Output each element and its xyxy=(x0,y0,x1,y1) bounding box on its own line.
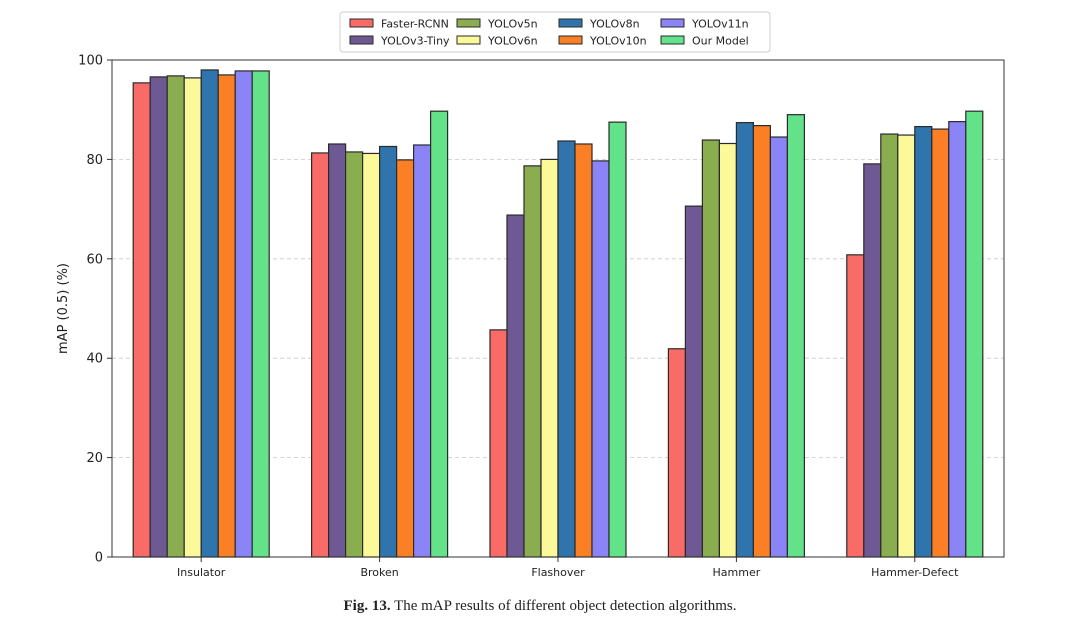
legend-label: YOLOv5n xyxy=(487,18,538,31)
bar-yolov10n xyxy=(574,143,593,558)
bar-yolov8n xyxy=(379,145,398,558)
bar-yolov10n xyxy=(396,159,415,558)
legend-label: YOLOv11n xyxy=(691,18,749,31)
legend-swatch xyxy=(660,35,685,45)
bar-yolov3-tiny xyxy=(149,76,168,558)
bar-yolov6n xyxy=(362,152,381,558)
bar-yolov5n xyxy=(523,165,542,558)
bar-yolov5n xyxy=(345,151,364,558)
plot-frame xyxy=(111,59,1005,558)
bar-yolov11n xyxy=(591,160,610,558)
figure-caption: Fig. 13. The mAP results of different ob… xyxy=(0,598,1080,615)
x-tick-label: Hammer xyxy=(713,566,761,579)
bar-yolov11n xyxy=(948,121,967,558)
bar-yolov11n xyxy=(234,70,253,558)
legend-swatch xyxy=(558,18,583,28)
bar-faster-rcnn xyxy=(667,348,687,558)
bar-yolov8n xyxy=(914,125,933,558)
legend-swatch xyxy=(349,18,374,28)
legend-swatch xyxy=(349,35,374,45)
bar-yolov5n xyxy=(880,133,899,558)
bar-yolov8n xyxy=(735,122,755,558)
legend-label: YOLOv10n xyxy=(589,35,647,48)
bar-faster-rcnn xyxy=(846,254,865,558)
bar-our-model xyxy=(430,110,449,558)
bar-yolov6n xyxy=(540,158,559,558)
bar-faster-rcnn xyxy=(489,329,508,558)
legend-swatch xyxy=(660,18,685,28)
caption-label: Fig. 13. xyxy=(343,598,391,614)
bar-yolov8n xyxy=(557,140,576,558)
bar-yolov8n xyxy=(200,69,219,558)
bar-yolov3-tiny xyxy=(684,205,704,558)
bar-yolov3-tiny xyxy=(863,163,882,558)
bar-faster-rcnn xyxy=(311,152,330,558)
y-tick-label: 20 xyxy=(86,451,103,466)
legend-swatch xyxy=(558,35,583,45)
bar-yolov10n xyxy=(217,74,236,558)
bar-yolov10n xyxy=(752,125,772,558)
y-tick-label: 0 xyxy=(95,551,103,566)
x-tick-label: Hammer-Defect xyxy=(871,566,959,579)
legend-swatch xyxy=(456,35,481,45)
legend-label: Our Model xyxy=(692,35,749,48)
bar-yolov3-tiny xyxy=(328,143,347,558)
y-tick-label: 60 xyxy=(86,252,103,267)
y-axis-label: mAP (0.5) (%) xyxy=(56,263,71,354)
bar-our-model xyxy=(786,114,806,558)
y-tick-label: 80 xyxy=(86,153,103,168)
x-tick-label: Insulator xyxy=(177,566,226,579)
legend-label: YOLOv8n xyxy=(589,18,640,31)
bar-yolov11n xyxy=(413,144,432,558)
bar-yolov6n xyxy=(897,134,916,558)
x-tick-label: Broken xyxy=(360,566,398,579)
bar-our-model xyxy=(608,121,627,558)
legend-label: YOLOv3-Tiny xyxy=(380,35,450,48)
bar-yolov10n xyxy=(931,128,950,558)
bar-yolov6n xyxy=(718,142,738,558)
bar-yolov5n xyxy=(701,139,721,558)
bar-yolov3-tiny xyxy=(506,214,525,558)
bar-yolov11n xyxy=(769,136,789,558)
bar-yolov5n xyxy=(166,75,185,558)
bar-yolov6n xyxy=(183,77,202,558)
bar-our-model xyxy=(251,70,270,558)
legend-label: YOLOv6n xyxy=(487,35,538,48)
x-tick-label: Flashover xyxy=(531,566,585,579)
legend-label: Faster-RCNN xyxy=(381,18,449,31)
bar-our-model xyxy=(965,110,984,558)
bar-faster-rcnn xyxy=(132,82,151,558)
y-tick-label: 100 xyxy=(78,54,103,69)
caption-text: The mAP results of different object dete… xyxy=(390,598,737,614)
y-tick-label: 40 xyxy=(86,352,103,367)
legend-swatch xyxy=(456,18,481,28)
